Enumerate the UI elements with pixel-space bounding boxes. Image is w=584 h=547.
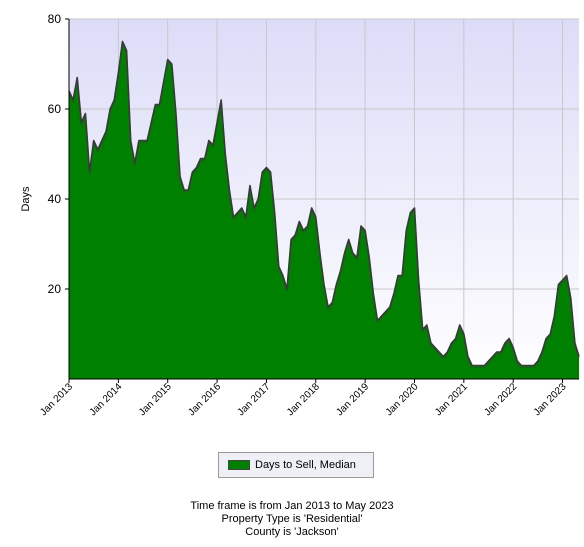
footer-county: County is 'Jackson' xyxy=(245,526,339,538)
x-tick-label: Jan 2023 xyxy=(532,381,569,418)
x-tick-label: Jan 2021 xyxy=(433,381,470,418)
x-tick-label: Jan 2019 xyxy=(334,381,371,418)
y-tick-label: 40 xyxy=(48,192,62,206)
y-tick-label: 60 xyxy=(48,102,62,116)
series-line xyxy=(68,40,580,367)
y-tick-label: 80 xyxy=(48,12,62,26)
series-area-fill xyxy=(69,41,579,379)
x-tick-label: Jan 2015 xyxy=(137,381,174,418)
footer-property-type: Property Type is 'Residential' xyxy=(221,513,363,525)
x-tick-label: Jan 2017 xyxy=(236,381,273,418)
series-line-shadow xyxy=(68,40,580,369)
x-tick-label: Jan 2022 xyxy=(482,381,519,418)
x-axis-ticks: Jan 2013 Jan 2014 Jan 2015 Jan 2016 Jan 2017… xyxy=(38,379,569,418)
series-layer xyxy=(68,40,580,379)
x-tick-label: Jan 2018 xyxy=(285,381,322,418)
y-axis-title: Days xyxy=(20,186,32,212)
x-tick-label: Jan 2014 xyxy=(88,381,125,418)
chart-footer: Time frame is from Jan 2013 to May 2023 … xyxy=(0,500,584,539)
footer-timeframe: Time frame is from Jan 2013 to May 2023 xyxy=(190,500,394,512)
x-tick-label: Jan 2020 xyxy=(384,381,421,418)
y-axis-ticks: 20 40 60 80 xyxy=(48,12,69,296)
legend: Days to Sell, Median xyxy=(218,452,374,478)
legend-swatch xyxy=(228,460,250,470)
x-tick-label: Jan 2016 xyxy=(186,381,223,418)
legend-label: Days to Sell, Median xyxy=(255,459,356,471)
x-tick-label: Jan 2013 xyxy=(38,381,75,418)
y-tick-label: 20 xyxy=(48,282,62,296)
